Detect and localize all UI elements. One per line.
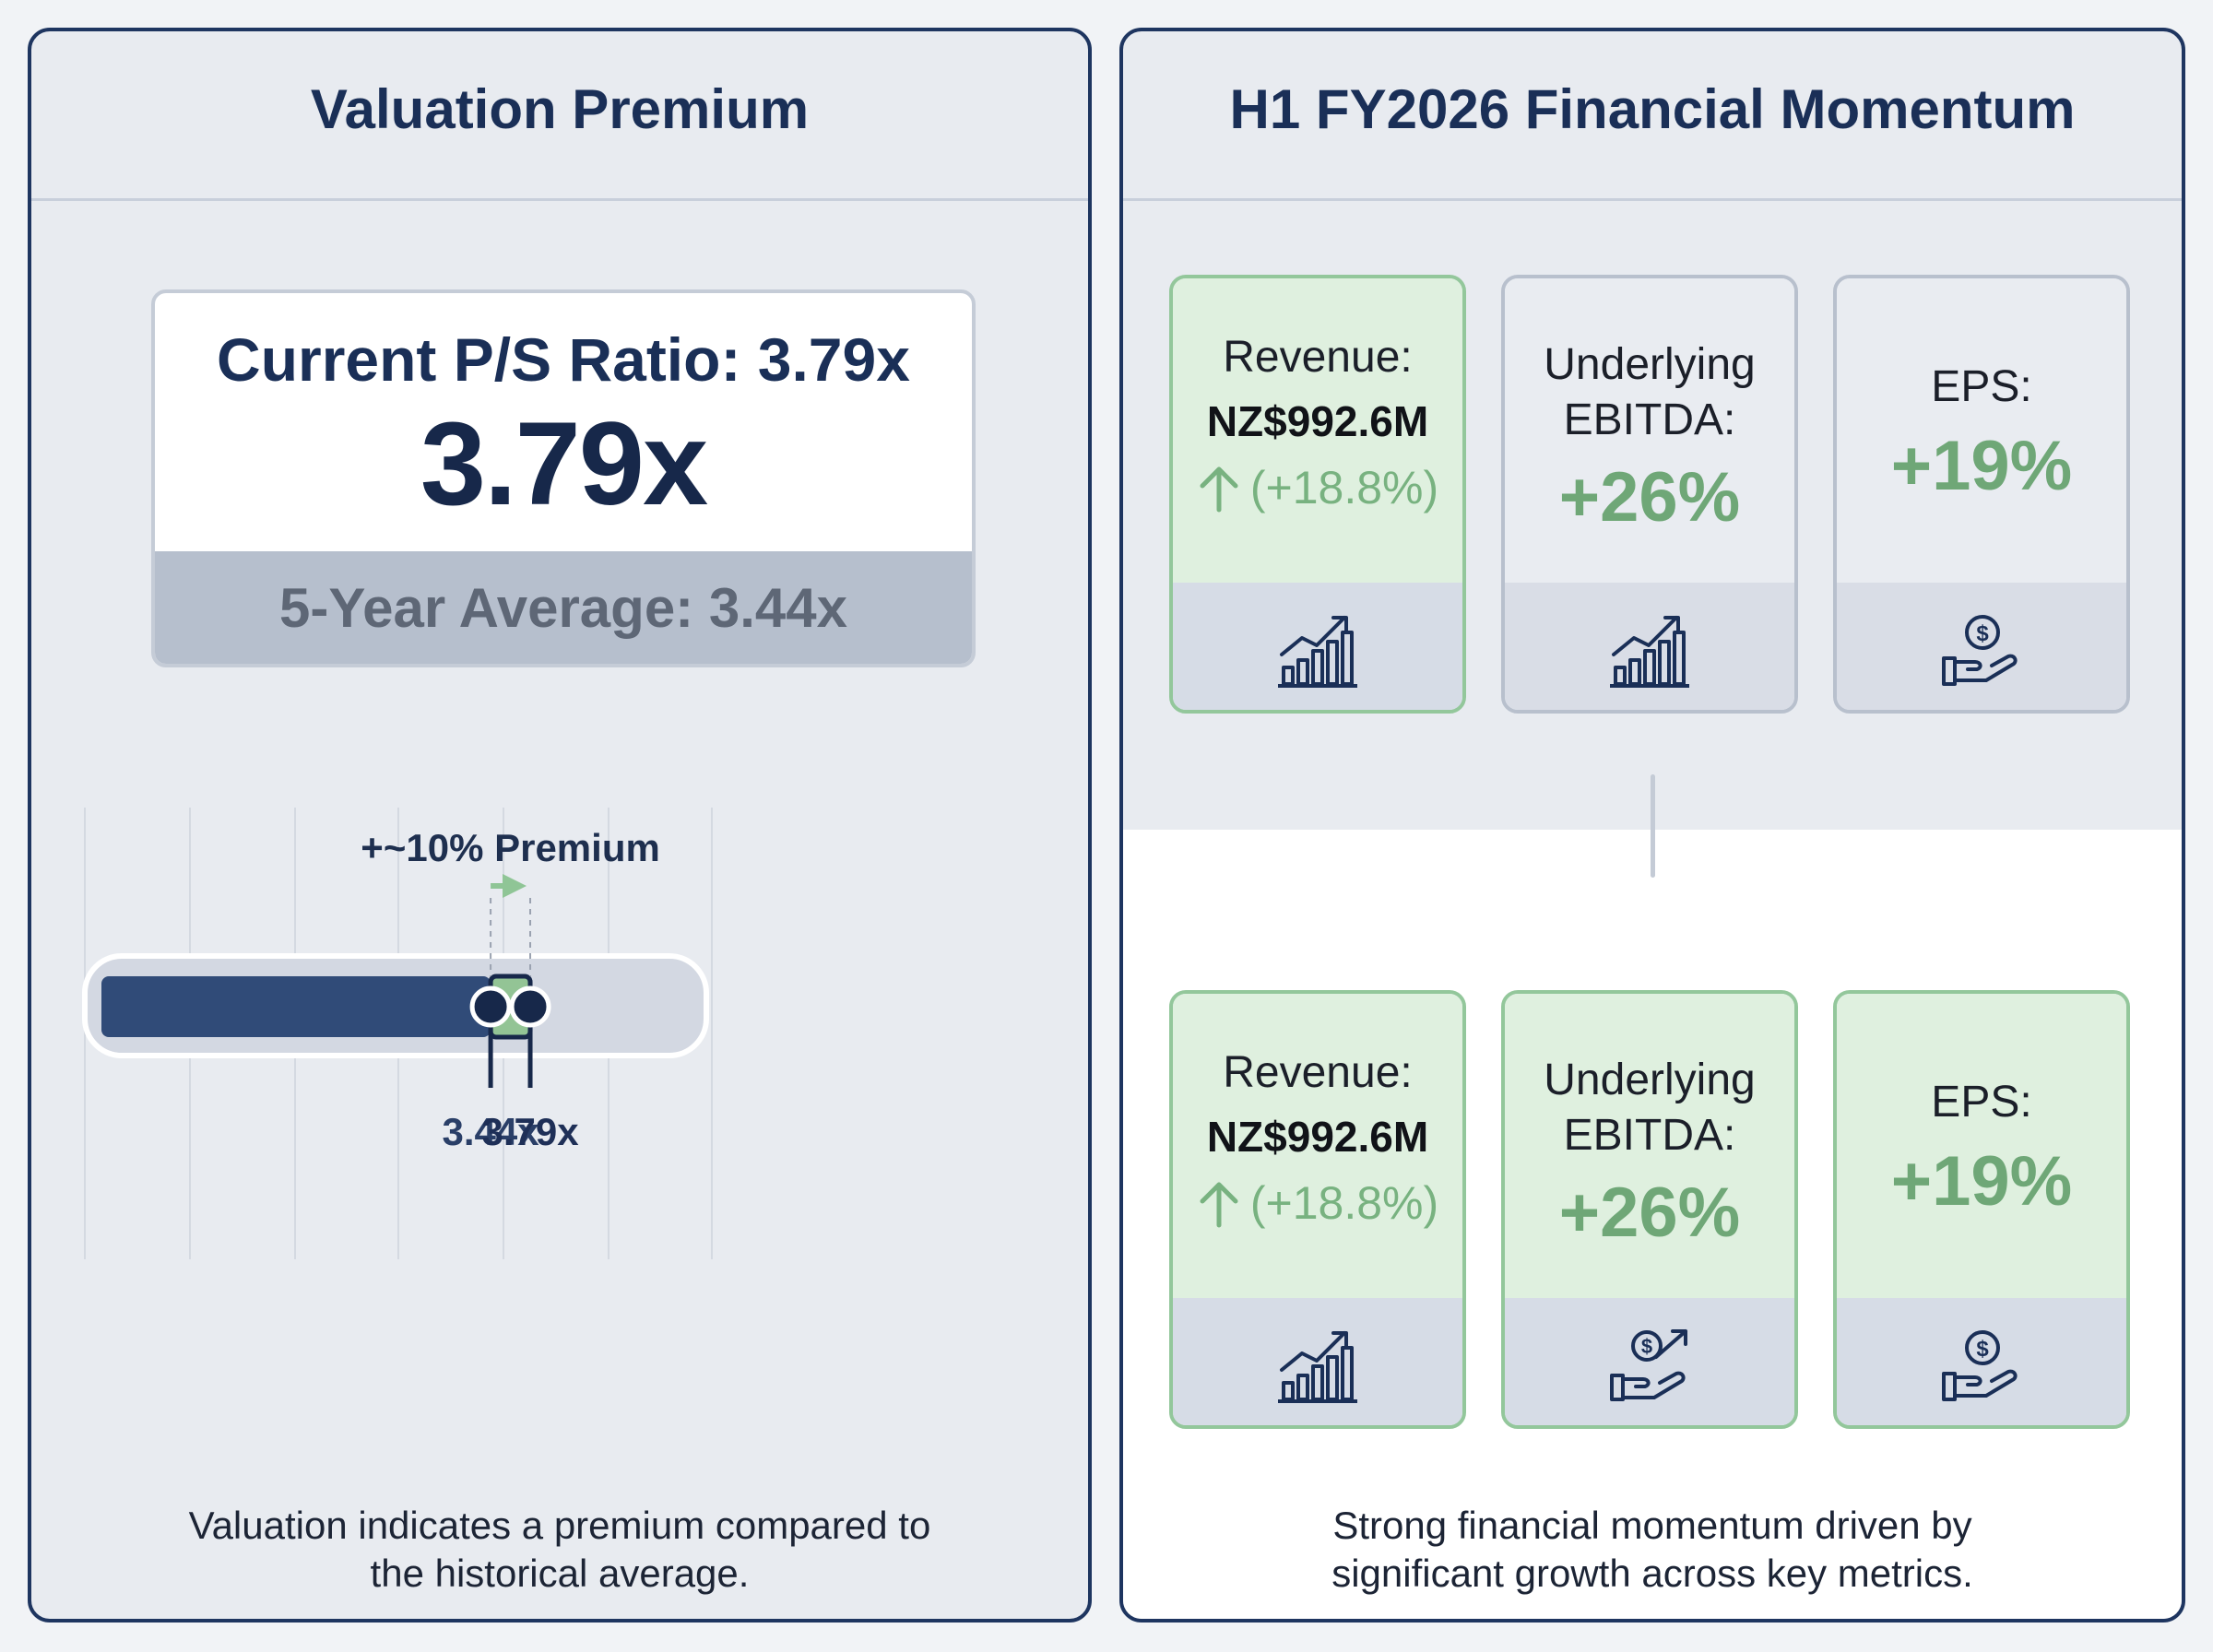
hand-coin-icon: $ <box>1940 1326 2023 1405</box>
momentum-panel-title: H1 FY2026 Financial Momentum <box>1229 78 2076 140</box>
revenue-amount: NZ$992.6M <box>1206 1113 1429 1161</box>
avg-marker <box>469 985 512 1028</box>
row-connector <box>1651 774 1655 878</box>
ebitda-label-line2: EBITDA: <box>1563 1111 1736 1160</box>
revenue-label: Revenue: <box>1223 1048 1413 1097</box>
average-band: 5-Year Average: 3.44x <box>155 551 972 664</box>
ebitda-value: +26% <box>1558 458 1741 537</box>
arrow-up-icon <box>1197 462 1241 513</box>
valuation-panel-title: Valuation Premium <box>310 78 810 140</box>
tick-label-avg: 3.44x <box>443 1110 540 1153</box>
revenue-card-row2: Revenue: NZ$992.6M (+18.8%) <box>1169 990 1466 1429</box>
momentum-caption-line2: significant growth across key metrics. <box>1331 1552 1973 1595</box>
revenue-card-row1: Revenue: NZ$992.6M (+18.8%) <box>1169 275 1466 714</box>
momentum-caption: Strong financial momentum driven by sign… <box>1123 1502 2182 1598</box>
momentum-panel-header: H1 FY2026 Financial Momentum <box>1123 31 2182 201</box>
ratio-card: Current P/S Ratio: 3.79x 3.79x 5-Year Av… <box>151 289 976 667</box>
bar-chart-growth-icon <box>1276 610 1359 690</box>
valuation-caption-line1: Valuation indicates a premium compared t… <box>188 1504 931 1547</box>
valuation-caption: Valuation indicates a premium compared t… <box>31 1502 1088 1598</box>
arrow-up-icon <box>1197 1177 1241 1229</box>
revenue-change: (+18.8%) <box>1173 1176 1462 1230</box>
ebitda-label-line1: Underlying <box>1544 1056 1756 1104</box>
five-year-average-label: 5-Year Average: 3.44x <box>279 576 847 639</box>
current-ratio-label: Current P/S Ratio: 3.79x <box>217 325 910 394</box>
revenue-label: Revenue: <box>1223 333 1413 382</box>
revenue-change-value: (+18.8%) <box>1249 1177 1439 1229</box>
ebitda-card-row2: Underlying EBITDA: +26% $ <box>1501 990 1798 1429</box>
hand-coin-icon: $ <box>1940 610 2023 690</box>
revenue-change-value: (+18.8%) <box>1249 462 1439 513</box>
base-bar <box>101 976 491 1037</box>
eps-card-row1: EPS: +19% $ <box>1833 275 2130 714</box>
revenue-amount: NZ$992.6M <box>1206 397 1429 445</box>
current-ratio-value: 3.79x <box>420 398 708 530</box>
eps-value: +19% <box>1890 427 2073 505</box>
ebitda-value: +26% <box>1558 1174 1741 1252</box>
svg-text:$: $ <box>1976 1337 1989 1362</box>
ebitda-label-line1: Underlying <box>1544 340 1756 389</box>
hand-coin-growth-icon: $ <box>1608 1326 1691 1405</box>
revenue-change: (+18.8%) <box>1173 461 1462 514</box>
financial-momentum-panel: H1 FY2026 Financial Momentum Revenue: NZ… <box>1119 28 2185 1622</box>
premium-arrow-head <box>503 874 527 898</box>
bar-chart-growth-icon <box>1608 610 1691 690</box>
momentum-caption-line1: Strong financial momentum driven by <box>1332 1504 1972 1547</box>
eps-card-row2: EPS: +19% $ <box>1833 990 2130 1429</box>
valuation-panel-header: Valuation Premium <box>31 31 1088 201</box>
eps-label: EPS: <box>1931 362 2032 411</box>
svg-text:$: $ <box>1976 621 1989 646</box>
valuation-premium-panel: Valuation Premium Current P/S Ratio: 3.7… <box>28 28 1092 1622</box>
valuation-caption-line2: the historical average. <box>370 1552 750 1595</box>
svg-text:$: $ <box>1641 1335 1652 1358</box>
eps-label: EPS: <box>1931 1078 2032 1127</box>
premium-bar-chart: +~10% Premium 3.44x 3.79x <box>82 808 713 1259</box>
current-marker <box>509 985 551 1028</box>
eps-value: +19% <box>1890 1142 2073 1221</box>
ebitda-label-line2: EBITDA: <box>1563 395 1736 444</box>
ebitda-card-row1: Underlying EBITDA: +26% <box>1501 275 1798 714</box>
premium-annotation: +~10% Premium <box>361 826 660 869</box>
tick-label-current: 3.79x <box>481 1110 579 1153</box>
bar-chart-growth-icon <box>1276 1326 1359 1405</box>
